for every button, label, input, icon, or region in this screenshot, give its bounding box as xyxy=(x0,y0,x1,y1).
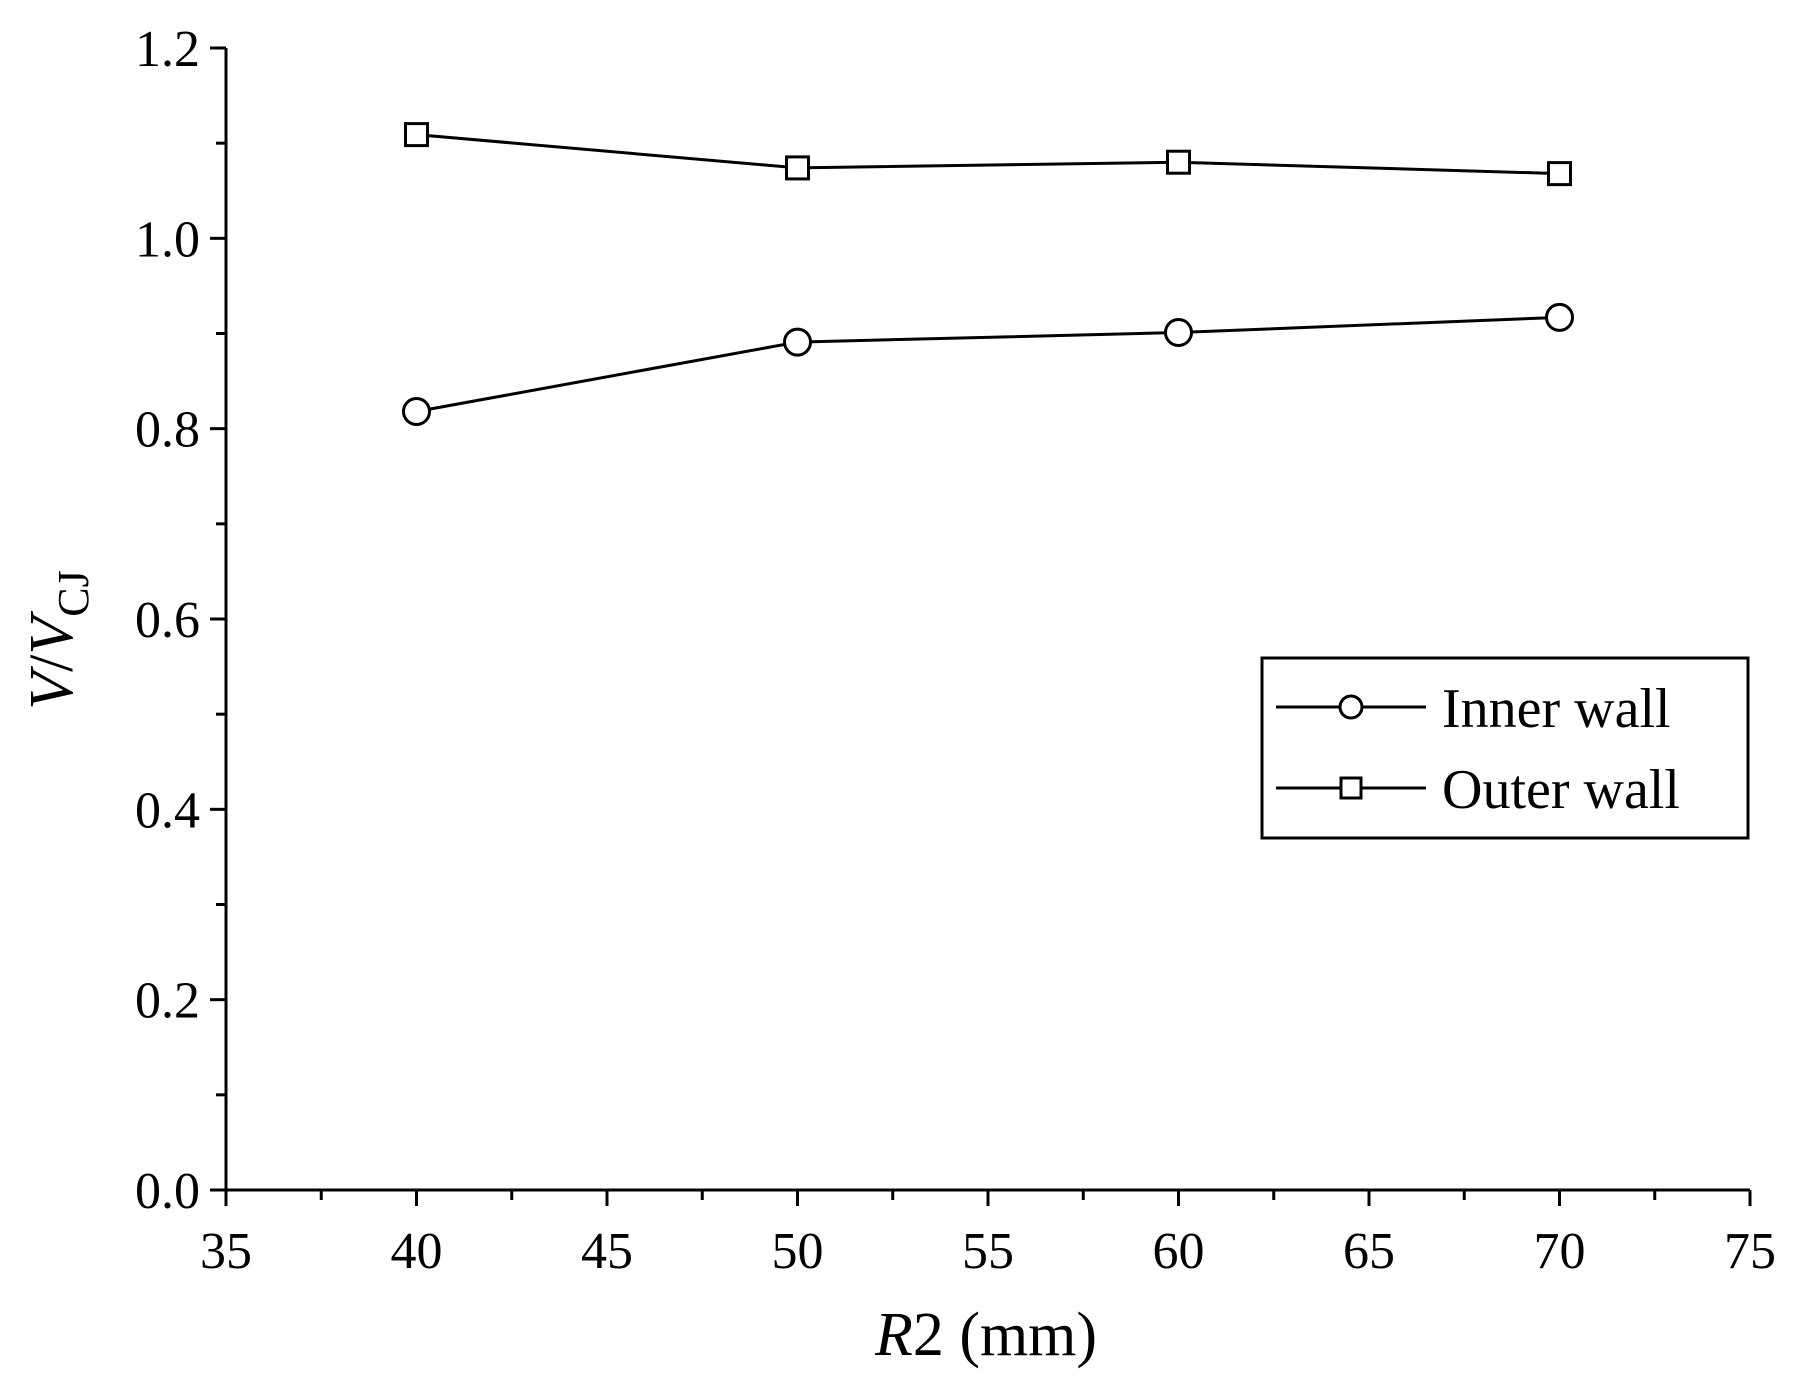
x-tick-label: 50 xyxy=(772,1223,824,1280)
axes xyxy=(224,48,1750,1192)
legend-label-outer-wall: Outer wall xyxy=(1442,759,1680,821)
data-point-outer-wall xyxy=(785,155,810,181)
legend: Inner wall Outer wall xyxy=(1260,656,1750,840)
x-tick-label: 40 xyxy=(391,1223,443,1280)
y-tick-label: 0.0 xyxy=(135,1163,200,1220)
data-point-outer-wall xyxy=(1547,161,1572,187)
x-tick-label: 35 xyxy=(200,1223,252,1280)
y-tick-label: 0.2 xyxy=(135,973,200,1030)
legend-item-outer-wall: Outer wall xyxy=(1276,759,1680,821)
legend-box xyxy=(1260,656,1750,840)
x-tick-label: 75 xyxy=(1724,1223,1776,1280)
data-point-inner-wall xyxy=(402,397,431,427)
data-point-inner-wall xyxy=(1164,318,1193,348)
x-tick-label: 60 xyxy=(1153,1223,1205,1280)
data-point-outer-wall xyxy=(404,122,429,148)
y-tick-label: 0.8 xyxy=(135,402,200,459)
y-tick-label: 0.6 xyxy=(135,592,200,649)
x-axis-title: R2 (mm) xyxy=(874,1301,1097,1369)
x-tick-label: 65 xyxy=(1343,1223,1395,1280)
data-point-inner-wall xyxy=(1545,302,1574,332)
series xyxy=(402,122,1574,427)
legend-item-inner-wall: Inner wall xyxy=(1276,678,1671,740)
x-tick-label: 55 xyxy=(962,1223,1014,1280)
series-line-inner-wall xyxy=(416,315,1560,414)
data-point-inner-wall xyxy=(783,327,812,357)
legend-label-inner-wall: Inner wall xyxy=(1442,678,1671,740)
x-tick-label: 70 xyxy=(1534,1223,1586,1280)
y-tick-label: 1.2 xyxy=(135,21,200,78)
data-point-outer-wall xyxy=(1166,149,1191,175)
legend-marker-square xyxy=(1339,776,1363,800)
y-axis-title: V/VCJ xyxy=(18,570,98,709)
ticks: 35 40 45 50 55 60 65 70 75 0.0 0.2 0.4 0.6 0.8 1.0 1.2 xyxy=(135,21,1776,1280)
y-tick-label: 1.0 xyxy=(135,211,200,268)
y-tick-label: 0.4 xyxy=(135,782,200,839)
series-line-outer-wall xyxy=(416,133,1560,176)
x-tick-label: 45 xyxy=(581,1223,633,1280)
legend-marker-circle xyxy=(1338,694,1364,720)
